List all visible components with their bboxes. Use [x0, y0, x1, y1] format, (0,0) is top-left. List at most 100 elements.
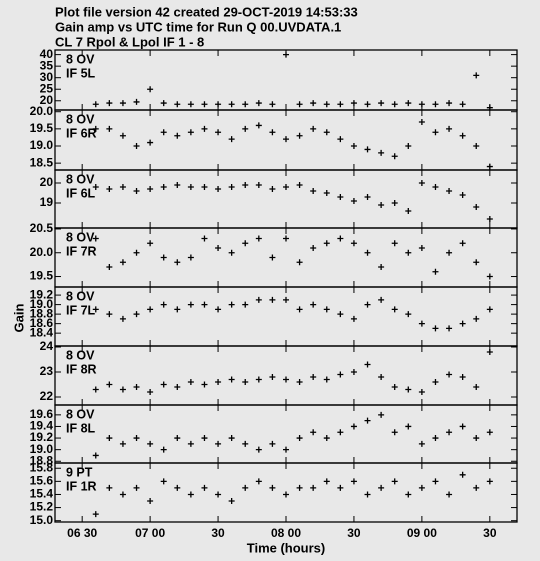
- data-point: [174, 306, 181, 313]
- y-tick-label: 18.6: [30, 316, 54, 330]
- data-point: [391, 153, 398, 160]
- y-tick-label: 15.6: [30, 474, 54, 488]
- data-point: [92, 235, 99, 242]
- data-point: [174, 484, 181, 491]
- data-point: [350, 240, 357, 247]
- data-point: [174, 101, 181, 108]
- data-point: [228, 376, 235, 383]
- panel-annotation: IF 6R: [66, 126, 97, 140]
- data-point: [228, 301, 235, 308]
- y-tick-label: 20: [40, 93, 54, 107]
- data-point: [147, 186, 154, 192]
- data-point: [473, 315, 480, 322]
- data-point: [446, 188, 453, 194]
- data-point: [201, 184, 208, 190]
- data-point: [160, 301, 167, 308]
- data-point: [228, 184, 235, 190]
- y-tick-label: 19.2: [30, 287, 54, 301]
- data-point: [323, 101, 330, 108]
- data-point: [269, 296, 276, 303]
- y-tick-label: 19.5: [30, 269, 54, 283]
- data-point: [133, 143, 140, 149]
- x-tick-label: 30: [211, 526, 225, 540]
- data-point: [446, 249, 453, 256]
- data-point: [215, 379, 222, 385]
- data-point: [228, 101, 235, 108]
- data-point: [364, 361, 371, 368]
- y-tick-label: 25: [40, 81, 54, 95]
- panel-annotation: 9 PT: [66, 465, 93, 479]
- data-point: [337, 484, 344, 491]
- data-point: [323, 240, 330, 247]
- y-tick-label: 24: [40, 339, 54, 353]
- x-tick-label: 08 00: [271, 526, 301, 540]
- data-point: [106, 381, 113, 388]
- data-point: [432, 435, 439, 442]
- data-point: [119, 315, 126, 322]
- data-point: [201, 301, 208, 308]
- data-point: [378, 374, 385, 380]
- data-point: [486, 306, 493, 313]
- data-point: [337, 194, 344, 200]
- data-point: [160, 446, 167, 453]
- data-point: [119, 440, 126, 447]
- data-point: [378, 149, 385, 156]
- data-point: [473, 484, 480, 491]
- panel-frame: [54, 49, 518, 111]
- panel-annotation: IF 5L: [66, 66, 96, 80]
- data-point: [323, 306, 330, 313]
- data-point: [405, 311, 412, 318]
- data-point: [337, 101, 344, 108]
- data-point: [201, 484, 208, 491]
- y-tick-label: 35: [40, 58, 54, 72]
- data-point: [215, 244, 222, 251]
- data-point: [106, 100, 113, 107]
- data-point: [133, 98, 140, 105]
- data-point: [364, 417, 371, 424]
- data-point: [446, 429, 453, 436]
- panel-annotation: IF 7L: [66, 303, 96, 317]
- data-point: [174, 182, 181, 188]
- data-point: [255, 235, 262, 242]
- data-point: [92, 386, 99, 393]
- data-point: [391, 384, 398, 390]
- y-tick-label: 22: [40, 389, 54, 403]
- data-point: [418, 320, 425, 327]
- y-tick-label: 15.2: [30, 500, 54, 514]
- data-point: [350, 423, 357, 430]
- data-point: [283, 51, 289, 58]
- data-point: [364, 194, 371, 200]
- panel-annotation: IF 1R: [66, 479, 97, 493]
- data-point: [310, 188, 317, 194]
- data-point: [432, 184, 439, 190]
- data-point: [201, 125, 208, 132]
- y-tick-label: 23: [40, 364, 54, 378]
- y-tick-label: 19.0: [30, 297, 54, 311]
- data-point: [350, 478, 357, 485]
- data-point: [283, 491, 289, 498]
- data-point: [310, 374, 317, 380]
- panel-annotation: IF 7R: [66, 244, 97, 258]
- data-point: [378, 411, 385, 418]
- y-tick-label: 15.8: [30, 460, 54, 474]
- data-point: [119, 491, 126, 498]
- data-point: [418, 101, 425, 108]
- data-point: [119, 132, 126, 139]
- data-point: [147, 498, 154, 505]
- panel-frame: [54, 345, 518, 406]
- y-tick-label: 19.0: [30, 138, 54, 152]
- data-point: [242, 379, 249, 385]
- data-point: [418, 119, 425, 125]
- data-point: [174, 132, 181, 139]
- data-point: [160, 381, 167, 388]
- data-point: [432, 379, 439, 385]
- data-point: [432, 268, 439, 275]
- data-point: [405, 208, 412, 214]
- data-point: [242, 440, 249, 447]
- data-point: [174, 259, 181, 266]
- data-point: [459, 101, 466, 108]
- data-point: [269, 440, 276, 447]
- data-point: [432, 478, 439, 485]
- data-point: [147, 306, 154, 313]
- data-point: [92, 101, 99, 108]
